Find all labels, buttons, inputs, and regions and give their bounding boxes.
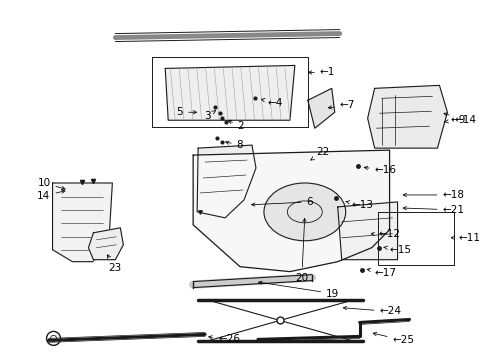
Polygon shape [307,88,334,128]
Text: ←15: ←15 [383,245,411,255]
Text: ←25: ←25 [372,332,414,345]
Text: ←13: ←13 [346,200,373,210]
Text: ←18: ←18 [403,190,464,200]
Polygon shape [337,202,397,260]
Text: ←1: ←1 [308,67,334,77]
Text: 6: 6 [251,197,312,207]
Text: ←24: ←24 [343,306,401,316]
Text: ←14: ←14 [443,113,475,125]
Text: ←12: ←12 [370,229,400,239]
Text: ←11: ←11 [450,233,479,243]
Polygon shape [88,228,123,260]
Text: 8: 8 [225,140,243,150]
Polygon shape [193,150,389,272]
Text: 5: 5 [176,107,196,117]
Text: ←16: ←16 [364,165,396,175]
Text: 2: 2 [228,121,244,131]
Polygon shape [197,145,255,218]
Polygon shape [367,85,447,148]
Text: 10: 10 [38,178,65,190]
Polygon shape [52,183,112,262]
Text: ←4: ←4 [261,98,283,108]
Text: ←17: ←17 [366,267,396,278]
Text: ←7: ←7 [328,100,354,110]
Polygon shape [165,66,294,120]
Text: ←9: ←9 [444,115,465,125]
Text: ←26: ←26 [208,334,240,345]
Text: 20: 20 [295,219,308,283]
Ellipse shape [264,183,345,241]
Text: 23: 23 [107,255,122,273]
Text: 14: 14 [37,190,65,201]
Text: 3: 3 [203,111,215,121]
Text: ←21: ←21 [403,205,464,215]
Text: 19: 19 [258,281,339,298]
Text: 22: 22 [310,147,329,160]
